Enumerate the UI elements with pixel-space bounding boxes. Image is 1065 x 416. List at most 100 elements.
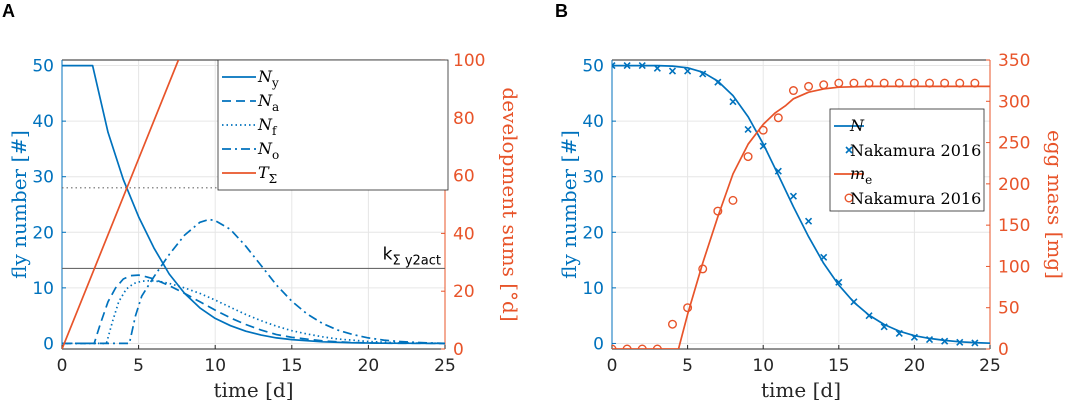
series-nakamura-2016-flies-point: [925, 335, 934, 344]
series-nakamura-2016-eggs-point: [849, 78, 859, 88]
series-nakamura-2016-flies-point: [789, 192, 798, 200]
y-left-tick-label: 40: [32, 112, 54, 132]
x-tick-label: 10: [204, 356, 226, 376]
series-nakamura-2016-flies-point: [612, 61, 616, 70]
series-nakamura-2016-eggs-point: [819, 80, 829, 90]
y-right-tick-label: 50: [998, 299, 1020, 319]
series-nakamura-2016-flies-point: [941, 337, 949, 345]
series-nakamura-2016-flies-point: [668, 67, 677, 75]
series-nakamura-2016-flies-point: [880, 323, 888, 331]
x-tick-label: 20: [358, 356, 380, 376]
plot-area: [612, 61, 990, 349]
series-nakamura-2016-eggs-point: [864, 78, 874, 88]
plot-area: [62, 60, 445, 349]
series-nakamura-2016-flies-point: [774, 167, 782, 175]
x-tick-label: 15: [281, 356, 303, 376]
series-nakamura-2016-eggs-point: [879, 78, 889, 88]
series-nakamura-2016-flies-point: [638, 61, 646, 70]
series-nakamura-2016-flies-point: [653, 64, 661, 72]
series-nakamura-2016-flies-point: [684, 67, 692, 75]
series-nakamura-2016-eggs-point: [758, 125, 768, 135]
series-n-a-line: [62, 274, 445, 345]
x-tick-label: 0: [57, 356, 68, 376]
series-nakamura-2016-flies-point: [804, 217, 813, 225]
x-tick-label: 5: [682, 356, 693, 376]
y-right-tick-label: 100: [453, 51, 485, 71]
x-tick-label: 15: [828, 356, 850, 376]
y-left-tick-label: 20: [32, 223, 54, 243]
series-nakamura-2016-flies-point: [895, 329, 903, 338]
series-nakamura-2016-flies-point: [714, 78, 722, 86]
y-right-tick-label: 0: [453, 340, 464, 360]
y-axis-right-title: development sums [°d]: [498, 87, 522, 321]
series-nakamura-2016-eggs-point: [683, 303, 693, 313]
series-nakamura-2016-flies-point: [744, 125, 752, 134]
legend-nakamura-2016-eggs-label: Nakamura 2016: [850, 189, 981, 208]
y-axis-right-title: egg mass [mg]: [1043, 130, 1065, 279]
series-nakamura-2016-eggs-point: [894, 78, 904, 88]
series-nakamura-2016-eggs-point: [612, 344, 617, 349]
series-nakamura-2016-eggs-point: [955, 78, 965, 88]
legend-n-a-label: Na: [257, 91, 279, 114]
series-nakamura-2016-eggs-point: [773, 113, 783, 123]
y-right-tick-label: 250: [998, 134, 1030, 154]
panel-letter-b: B: [555, 1, 568, 21]
series-nakamura-2016-flies-point: [623, 61, 631, 70]
y-left-tick-label: 50: [32, 57, 54, 77]
series-nakamura-2016-eggs-point: [698, 264, 708, 274]
legend-n-label: N: [849, 116, 865, 135]
y-right-tick-label: 100: [998, 257, 1030, 277]
series-n-f-line: [62, 279, 445, 345]
series-m-e-line: [612, 85, 990, 349]
y-left-tick-label: 20: [582, 223, 604, 243]
chart-panel-b: 0 5 10 15 20 25010203040500501001502002503003…: [557, 51, 1065, 402]
series-nakamura-2016-flies-point: [759, 142, 767, 150]
legend-box: [217, 59, 449, 191]
legend-m-e-label: me: [850, 164, 872, 187]
series-nakamura-2016-flies-point: [729, 98, 737, 106]
x-tick-label: 5: [133, 356, 144, 376]
reference-line-label-y2act: kΣ y2act: [383, 244, 441, 268]
legend-n-o-label: No: [257, 139, 279, 162]
y-right-tick-label: 200: [998, 175, 1030, 195]
series-nakamura-2016-eggs-point: [909, 78, 919, 88]
y-right-tick-label: 150: [998, 216, 1030, 236]
y-right-tick-label: 20: [453, 282, 475, 302]
series-nakamura-2016-flies-point: [971, 339, 979, 347]
series-nakamura-2016-eggs-point: [925, 78, 935, 88]
y-left-tick-label: 10: [582, 279, 604, 299]
y-left-tick-label: 30: [32, 168, 54, 188]
series-nakamura-2016-eggs-point: [622, 344, 632, 349]
legend-n-y-label: Ny: [257, 67, 279, 90]
y-right-tick-label: 80: [453, 109, 475, 129]
y-left-tick-label: 10: [32, 279, 54, 299]
x-tick-label: 20: [904, 356, 926, 376]
series-nakamura-2016-flies-point: [820, 253, 828, 261]
y-left-tick-label: 30: [582, 168, 604, 188]
y-left-tick-label: 50: [582, 57, 604, 77]
series-nakamura-2016-eggs-point: [804, 81, 814, 91]
legend-nakamura-2016-flies-label: Nakamura 2016: [850, 141, 981, 160]
panel-letter-a: A: [2, 1, 15, 21]
y-left-tick-label: 40: [582, 112, 604, 132]
legend-t-sum-label: TΣ: [258, 163, 277, 186]
legend-nakamura-2016-flies-symbol: [845, 146, 853, 154]
y-right-tick-label: 0: [998, 340, 1009, 360]
series-t-sum-line: [62, 60, 180, 349]
series-nakamura-2016-eggs-point: [652, 344, 662, 349]
y-axis-left-title: fly number [#]: [7, 130, 31, 279]
x-tick-label: 25: [979, 356, 1001, 376]
x-tick-label: 0: [607, 356, 618, 376]
y-right-tick-label: 350: [998, 51, 1030, 71]
series-nakamura-2016-eggs-point: [713, 206, 723, 216]
y-right-tick-label: 300: [998, 92, 1030, 112]
x-axis-title: time [d]: [214, 378, 294, 402]
series-nakamura-2016-flies-point: [699, 70, 707, 78]
series-nakamura-2016-flies-point: [956, 338, 964, 346]
y-left-tick-label: 0: [593, 334, 604, 354]
y-left-tick-label: 0: [43, 334, 54, 354]
series-nakamura-2016-flies-point: [910, 333, 918, 341]
